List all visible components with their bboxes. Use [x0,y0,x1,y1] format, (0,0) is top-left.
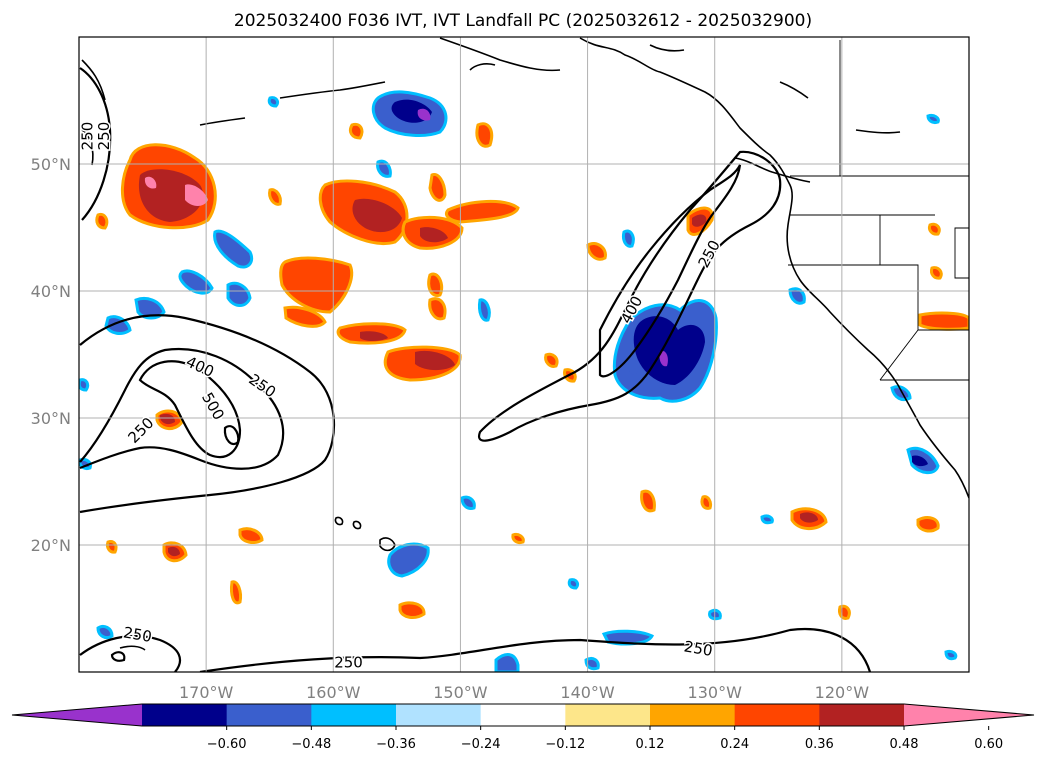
colorbar-segment [650,704,736,726]
colorbar-extend-min [12,704,142,726]
coastlines [81,37,969,651]
lon-tick-label: 160°W [306,683,361,702]
colorbar-tick-label: 0.60 [974,737,1003,752]
colorbar-extend-max [904,704,1034,726]
colorbar-segment [226,704,312,726]
political-boundaries [788,40,969,381]
lat-tick-label: 40°N [31,282,71,301]
colorbar-segment [396,704,482,726]
colorbar-tick-label: −0.36 [376,737,416,752]
colorbar-tick-label: −0.12 [545,737,585,752]
colorbar-segment [142,704,228,726]
lat-tick-label: 20°N [31,536,71,555]
contour-label: 250 [78,122,96,151]
colorbar: −0.60 −0.48 −0.36 −0.24 −0.12 0.12 0.24 0.36 0.4… [11,703,1035,752]
colorbar-segment [819,704,905,726]
colorbar-segment [480,704,566,726]
lat-tick-label: 50°N [31,155,71,174]
ivt-contours [79,67,872,672]
colorbar-tick-label: −0.24 [461,737,501,752]
map-frame [78,36,970,673]
colorbar-segment [734,704,820,726]
colorbar-tick-label: 0.12 [636,737,665,752]
colorbar-tick-label: 0.36 [805,737,834,752]
colorbar-tick-label: 0.48 [890,737,919,752]
colorbar-segment [565,704,651,726]
colorbar-tick-label: −0.48 [291,737,331,752]
lon-tick-label: 140°W [560,683,615,702]
colorbar-tick-label: −0.60 [207,737,247,752]
lon-tick-label: 150°W [433,683,488,702]
lon-tick-label: 170°W [179,683,234,702]
colorbar-segment [311,704,397,726]
contour-label: 250 [334,654,363,672]
lat-tick-label: 30°N [31,409,71,428]
ivt-anomaly-fills [79,90,969,672]
axis-ticks: 170°W 160°W 150°W 140°W 130°W 120°W 20°N 30°N 40… [31,155,870,702]
contour-label: 250 [95,122,113,151]
colorbar-tick-label: 0.24 [720,737,749,752]
figure-title: 2025032400 F036 IVT, IVT Landfall PC (20… [234,11,812,31]
colorbar-outline [11,703,1035,727]
lon-tick-label: 120°W [815,683,870,702]
lon-tick-label: 130°W [688,683,743,702]
map-gridlines [79,37,969,672]
